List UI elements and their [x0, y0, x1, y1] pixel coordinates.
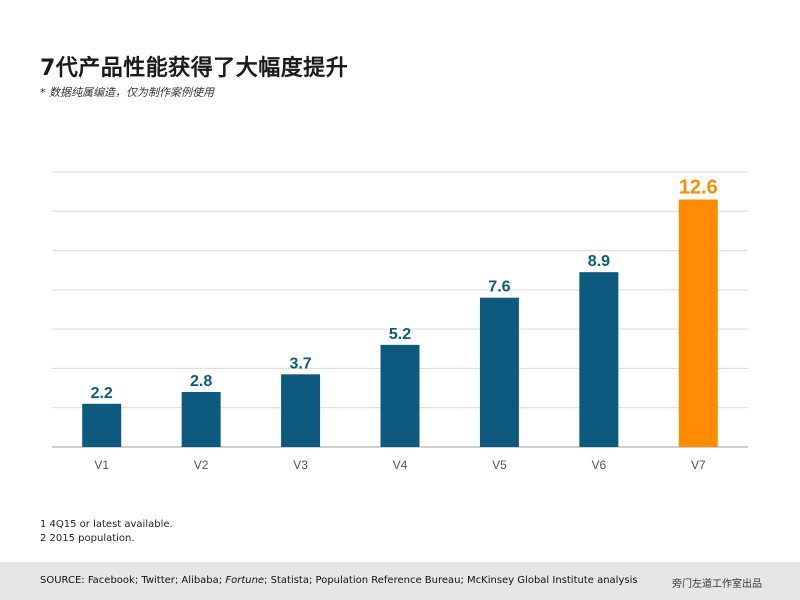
x-tick-label-v2: V2 — [194, 458, 209, 472]
footnotes: 1 4Q15 or latest available. 2 2015 popul… — [40, 518, 173, 546]
bar-v2 — [181, 392, 221, 447]
bar-v6 — [579, 272, 619, 447]
source-line: SOURCE: Facebook; Twitter; Alibaba; Fort… — [40, 575, 638, 586]
bar-v1 — [82, 403, 122, 447]
bar-v4 — [380, 344, 420, 447]
footer-bar: SOURCE: Facebook; Twitter; Alibaba; Fort… — [0, 562, 800, 600]
data-label-v7: 12.6 — [679, 177, 718, 199]
source-italic: Fortune — [225, 575, 265, 586]
source-prefix: SOURCE: Facebook; Twitter; Alibaba; — [40, 575, 226, 586]
x-tick-label-v7: V7 — [691, 458, 706, 472]
bar-v3 — [281, 374, 321, 447]
studio-credit: 旁门左道工作室出品 — [672, 579, 762, 590]
data-label-v2: 2.8 — [190, 373, 212, 390]
x-tick-label-v4: V4 — [393, 458, 408, 472]
data-label-v5: 7.6 — [488, 279, 510, 296]
bar-v5 — [479, 297, 519, 447]
page-subtitle: * 数据纯属编造，仅为制作案例使用 — [40, 86, 214, 99]
x-tick-label-v1: V1 — [94, 458, 109, 472]
data-label-v4: 5.2 — [389, 326, 411, 343]
x-tick-label-v6: V6 — [592, 458, 607, 472]
footnote-2: 2 2015 population. — [40, 533, 135, 544]
bar-v7 — [678, 199, 718, 447]
data-label-v1: 2.2 — [91, 385, 113, 402]
page-title: 7代产品性能获得了大幅度提升 — [40, 56, 349, 81]
footnote-1: 1 4Q15 or latest available. — [40, 519, 173, 530]
source-suffix: ; Statista; Population Reference Bureau;… — [264, 575, 638, 586]
x-tick-label-v5: V5 — [492, 458, 507, 472]
data-label-v3: 3.7 — [289, 355, 311, 372]
data-label-v6: 8.9 — [588, 253, 610, 270]
x-tick-label-v3: V3 — [293, 458, 308, 472]
